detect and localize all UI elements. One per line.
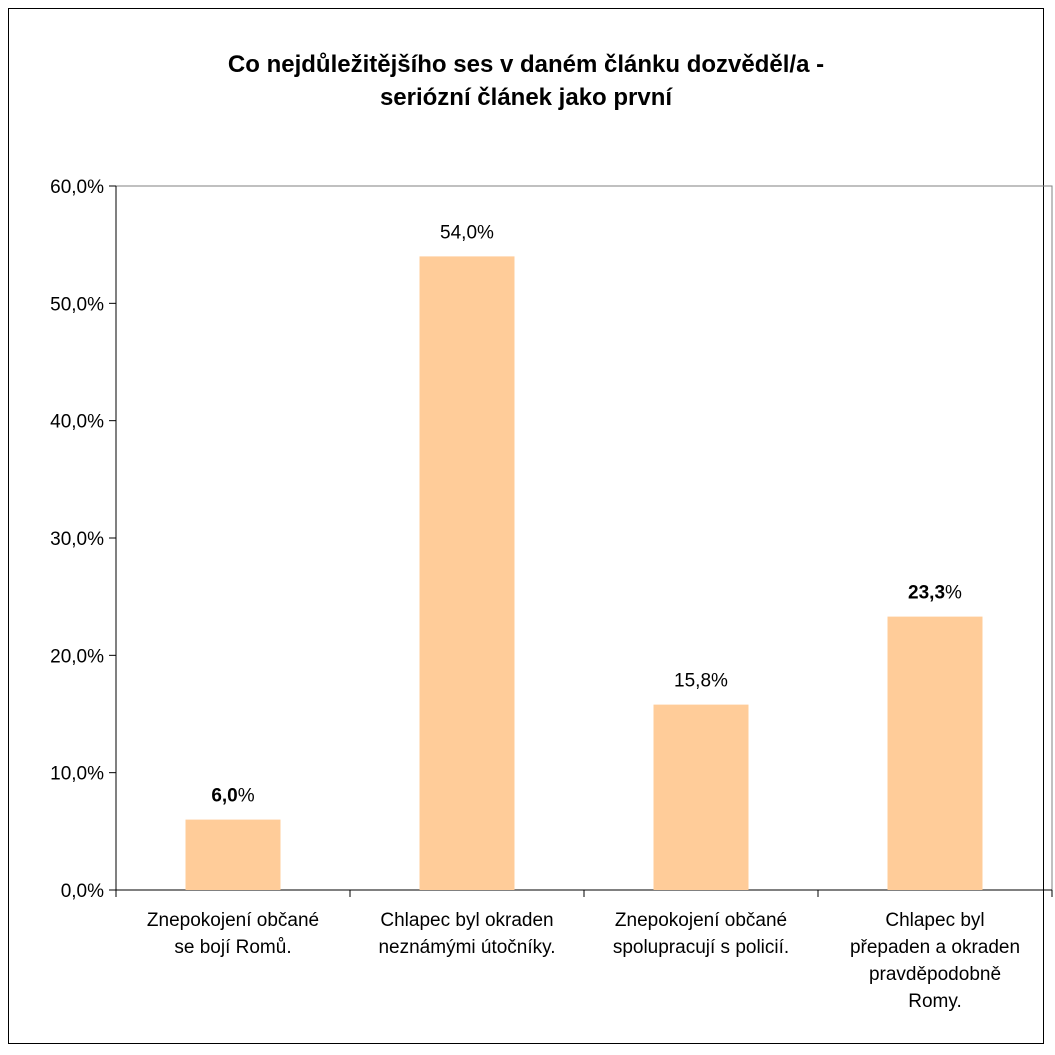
category-label-line: se bojí Romů. bbox=[174, 937, 291, 958]
bars bbox=[185, 256, 983, 890]
bar bbox=[185, 819, 281, 890]
category-label-line: Chlapec byl okraden bbox=[380, 910, 553, 931]
category-label: Znepokojení občané spolupracují s policií… bbox=[613, 910, 789, 958]
bar bbox=[419, 256, 515, 890]
data-label-suffix: % bbox=[477, 222, 494, 243]
data-label: 6,0% bbox=[211, 786, 254, 807]
y-tick-label: 60,0% bbox=[50, 177, 104, 198]
data-label-suffix: % bbox=[945, 583, 962, 604]
category-label: Znepokojení občané se bojí Romů. bbox=[147, 910, 319, 958]
data-labels: 6,0%54,0%15,8%23,3% bbox=[211, 222, 962, 806]
data-label-suffix: % bbox=[238, 786, 255, 807]
y-tick-label: 40,0% bbox=[50, 412, 104, 433]
category-label-line: Znepokojení občané bbox=[615, 910, 787, 931]
category-label-line: spolupracují s policií. bbox=[613, 937, 789, 958]
bar bbox=[887, 616, 983, 890]
data-label: 54,0% bbox=[440, 222, 494, 243]
chart-frame bbox=[8, 8, 1044, 1044]
category-label-line: Chlapec byl bbox=[885, 910, 984, 931]
y-tick-label: 10,0% bbox=[50, 764, 104, 785]
bar bbox=[653, 704, 749, 890]
chart-title-line-2: seriózní článek jako první bbox=[379, 84, 673, 111]
category-label-line: přepaden a okraden bbox=[850, 937, 1020, 958]
y-tick-label: 20,0% bbox=[50, 646, 104, 667]
y-tick-label: 30,0% bbox=[50, 529, 104, 550]
category-labels: Znepokojení občané se bojí Romů. Chlapec b… bbox=[147, 910, 1020, 1012]
category-label-line: pravděpodobně bbox=[869, 964, 1001, 985]
y-tick-label: 0,0% bbox=[61, 881, 104, 902]
data-label-number: 54,0 bbox=[440, 222, 477, 243]
category-label-line: Znepokojení občané bbox=[147, 910, 319, 931]
y-tick-label: 50,0% bbox=[50, 294, 104, 315]
category-label: Chlapec byl okraden neznámými útočníky. bbox=[378, 910, 555, 958]
data-label: 15,8% bbox=[674, 671, 728, 692]
data-label-suffix: % bbox=[711, 671, 728, 692]
category-label-line: Romy. bbox=[908, 991, 961, 1012]
data-label-number: 6,0 bbox=[211, 786, 237, 807]
data-label-number: 15,8 bbox=[674, 671, 711, 692]
data-label: 23,3% bbox=[908, 583, 962, 604]
chart-title-line-1: Co nejdůležitějšího ses v daném článku d… bbox=[227, 51, 825, 78]
chart-title: Co nejdůležitějšího ses v daném článku d… bbox=[8, 48, 1044, 114]
data-label-number: 23,3 bbox=[908, 583, 945, 604]
category-label: Chlapec byl přepaden a okraden pravděpodob… bbox=[850, 910, 1020, 1012]
category-label-line: neznámými útočníky. bbox=[378, 937, 555, 958]
